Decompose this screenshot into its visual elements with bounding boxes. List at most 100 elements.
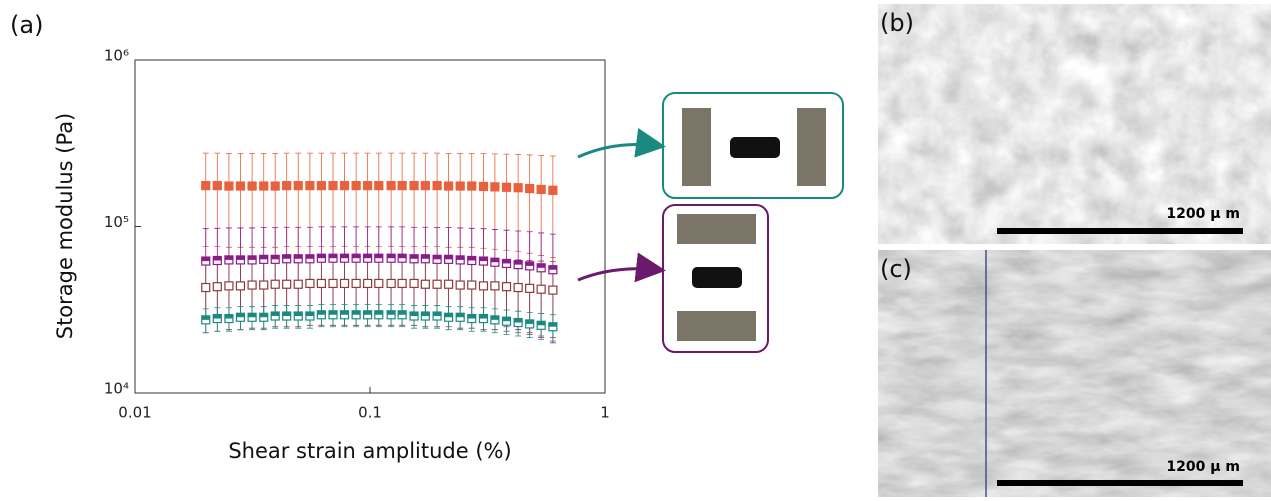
- point: [271, 312, 279, 320]
- point: [317, 311, 325, 319]
- marker-half: [537, 264, 545, 268]
- point: [514, 284, 522, 292]
- marker: [236, 182, 244, 190]
- point: [364, 254, 372, 262]
- point: [387, 254, 395, 262]
- marker-half: [306, 312, 314, 316]
- point: [294, 280, 302, 288]
- point: [398, 182, 406, 190]
- marker: [364, 182, 372, 190]
- point: [491, 316, 499, 324]
- marker-half: [468, 256, 476, 260]
- point: [202, 182, 210, 190]
- point: [549, 266, 557, 274]
- micrograph-b: (b) 1200 μ m: [878, 4, 1271, 244]
- marker: [445, 182, 453, 190]
- point: [514, 261, 522, 269]
- point: [283, 280, 291, 288]
- marker-half: [225, 256, 233, 260]
- marker-half: [433, 255, 441, 259]
- point: [410, 279, 418, 287]
- point: [421, 280, 429, 288]
- marker-half: [398, 254, 406, 258]
- marker-half: [236, 313, 244, 317]
- marker: [225, 282, 233, 290]
- point: [503, 317, 511, 325]
- x-tick-label: 1: [600, 404, 610, 422]
- point: [260, 281, 268, 289]
- point: [433, 312, 441, 320]
- point: [260, 313, 268, 321]
- point: [526, 320, 534, 328]
- point: [433, 255, 441, 263]
- point: [468, 281, 476, 289]
- point: [271, 182, 279, 190]
- point: [514, 184, 522, 192]
- marker-half: [202, 316, 210, 320]
- marker-half: [526, 262, 534, 266]
- point: [375, 182, 383, 190]
- marker-half: [433, 312, 441, 316]
- inset-purple: [663, 205, 768, 352]
- point: [549, 286, 557, 294]
- marker-half: [294, 312, 302, 316]
- marker: [283, 280, 291, 288]
- point: [248, 313, 256, 321]
- point: [421, 312, 429, 320]
- sample-photo: [677, 311, 756, 341]
- marker: [341, 182, 349, 190]
- series-markers: [202, 254, 557, 274]
- marker-half: [317, 311, 325, 315]
- marker: [294, 280, 302, 288]
- point: [213, 315, 221, 323]
- marker: [352, 279, 360, 287]
- point: [468, 315, 476, 323]
- point: [306, 182, 314, 190]
- marker-half: [445, 313, 453, 317]
- point: [236, 282, 244, 290]
- point: [341, 279, 349, 287]
- marker-half: [364, 311, 372, 315]
- point: [236, 313, 244, 321]
- marker-half: [387, 311, 395, 315]
- point: [526, 185, 534, 193]
- point: [387, 182, 395, 190]
- marker-half: [271, 312, 279, 316]
- panel-label: (a): [10, 11, 43, 39]
- point: [398, 254, 406, 262]
- marker-half: [248, 313, 256, 317]
- marker-half: [213, 315, 221, 319]
- point: [526, 262, 534, 270]
- point: [329, 311, 337, 319]
- inset-teal: [663, 93, 843, 198]
- marker: [387, 182, 395, 190]
- marker: [479, 182, 487, 190]
- point: [549, 323, 557, 331]
- page: {"chart_data": {"type": "scatter", "pane…: [0, 0, 1271, 497]
- point: [248, 182, 256, 190]
- point: [491, 183, 499, 191]
- marker: [491, 183, 499, 191]
- point: [445, 182, 453, 190]
- point: [352, 311, 360, 319]
- point: [445, 313, 453, 321]
- marker: [445, 280, 453, 288]
- marker: [283, 182, 291, 190]
- marker: [468, 281, 476, 289]
- point: [248, 281, 256, 289]
- marker: [202, 182, 210, 190]
- point: [479, 182, 487, 190]
- marker: [514, 284, 522, 292]
- point: [317, 279, 325, 287]
- point: [294, 255, 302, 263]
- marker: [433, 280, 441, 288]
- panel-label: (c): [880, 255, 912, 283]
- point: [364, 311, 372, 319]
- marker-half: [456, 313, 464, 317]
- point: [341, 311, 349, 319]
- marker-half: [537, 321, 545, 325]
- point: [306, 312, 314, 320]
- point: [225, 282, 233, 290]
- point: [364, 279, 372, 287]
- marker-half: [445, 255, 453, 259]
